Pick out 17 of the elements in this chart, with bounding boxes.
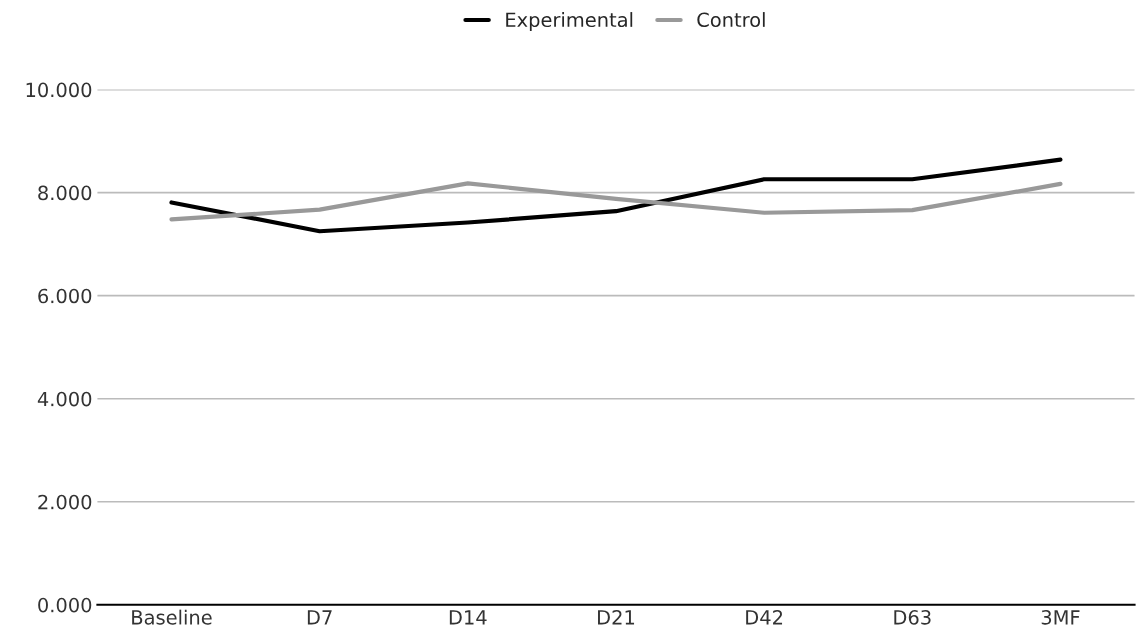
legend-label: Experimental bbox=[506, 12, 633, 31]
y-tick-label: 6.000 bbox=[38, 288, 92, 304]
x-tick-label: D21 bbox=[598, 610, 635, 625]
x-tick-label: D14 bbox=[449, 610, 487, 625]
x-tick-label: Baseline bbox=[132, 609, 212, 625]
line-series bbox=[169, 181, 1063, 222]
x-tick-label: D42 bbox=[746, 610, 783, 625]
y-tick-label: 4.000 bbox=[37, 391, 92, 407]
legend-label: Control bbox=[697, 12, 765, 28]
x-tick-label: D7 bbox=[307, 610, 332, 625]
y-tick-label: 0.000 bbox=[38, 597, 92, 613]
line-series bbox=[169, 157, 1063, 234]
x-tick-label: D63 bbox=[894, 610, 931, 625]
y-tick-label: 8.000 bbox=[38, 185, 92, 201]
y-tick-label: 10.000 bbox=[26, 82, 92, 98]
x-tick-label: 3MF bbox=[1041, 610, 1080, 625]
y-tick-label: 2.000 bbox=[38, 494, 92, 510]
